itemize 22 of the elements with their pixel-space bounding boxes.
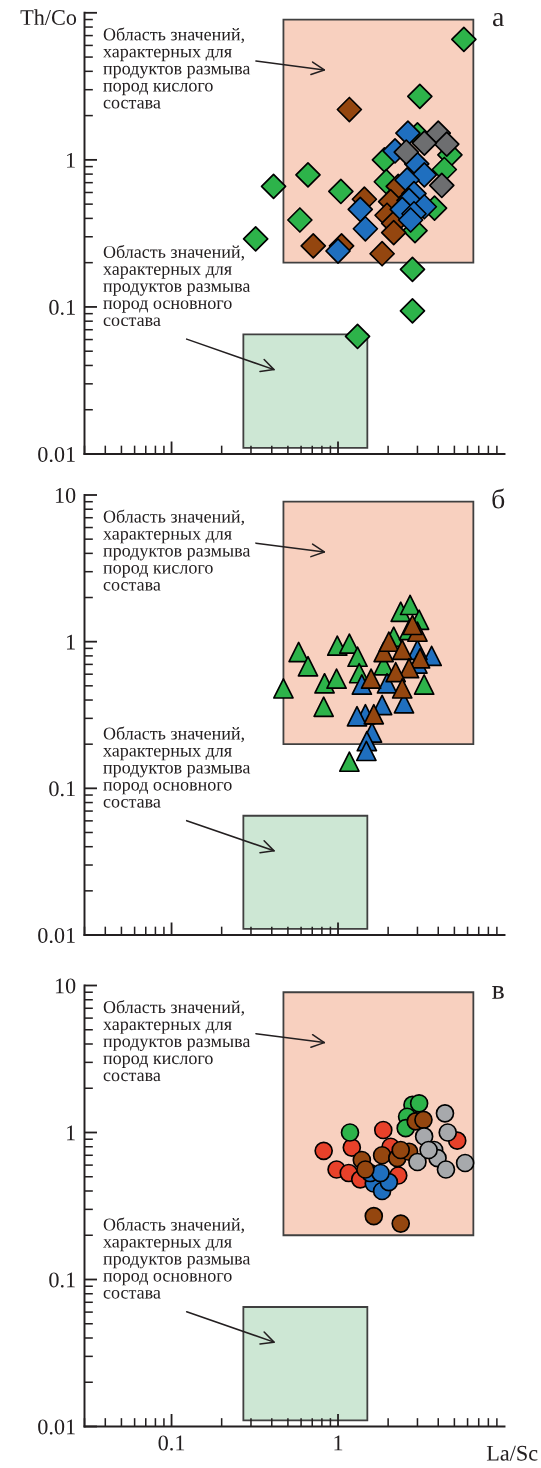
y-tick-label: 0.01 — [38, 1419, 75, 1435]
chart-title: а — [493, 13, 504, 27]
y-tick-label: 0.1 — [49, 299, 75, 315]
annotation: Область значений, характерных для продуктов размыва пород основного состава — [103, 1217, 251, 1299]
y-tick-label: 1 — [67, 634, 75, 650]
y-tick-label: 0.01 — [38, 446, 75, 463]
annotation: Область значений, характерных для продуктов размыва пород кислого состава — [103, 1000, 251, 1082]
annotation: Область значений, характерных для продуктов размыва пород кислого состава — [103, 509, 251, 591]
y-tick-label: 1 — [67, 1125, 75, 1141]
x-axis-title: La/Sc — [486, 1445, 538, 1461]
annotation: Область значений, характерных для продуктов размыва пород основного состава — [103, 244, 251, 327]
chart-title: б — [492, 488, 505, 509]
annotation: Область значений, характерных для продуктов размыва пород кислого состава — [103, 27, 251, 109]
y-tick-label: 0.01 — [38, 927, 75, 944]
annotation: Область значений, характерных для продуктов размыва пород основного состава — [103, 726, 251, 808]
y-tick-label: 10 — [55, 978, 76, 994]
chart-title: в — [492, 986, 504, 999]
y-tick-label: 10 — [55, 487, 76, 503]
y-tick-label: 0.1 — [49, 1272, 75, 1288]
y-tick-label: 0.1 — [49, 781, 75, 797]
y-tick-label: 1 — [67, 152, 75, 168]
y-axis-title: Th/Co — [20, 9, 77, 25]
